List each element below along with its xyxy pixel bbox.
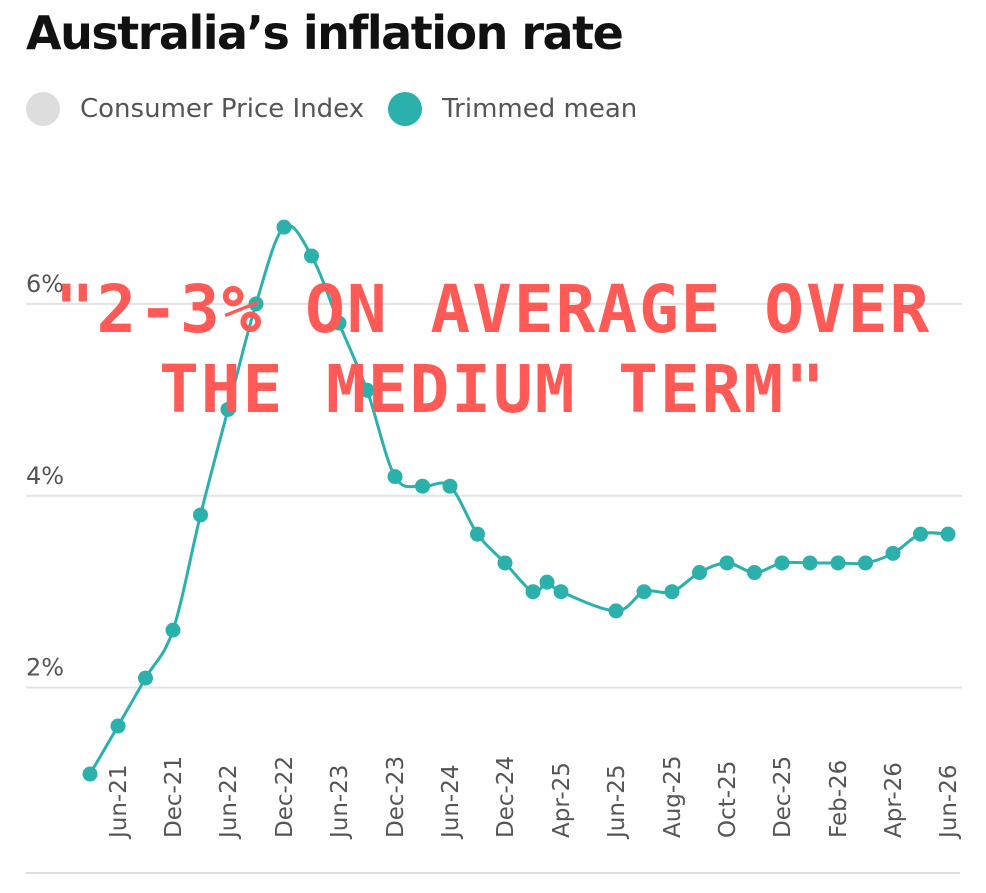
data-point-sep-24[interactable] <box>470 526 485 542</box>
data-point-jul-25[interactable] <box>636 584 652 600</box>
x-tick-label-aug-25: Aug-25 <box>660 756 686 838</box>
data-point-jun-23[interactable] <box>331 315 347 331</box>
data-point-mar-25[interactable] <box>539 574 555 590</box>
y-tick-label-4pct: 4% <box>26 462 64 490</box>
data-point-jan-26[interactable] <box>802 555 818 571</box>
data-point-dec-21[interactable] <box>165 622 181 638</box>
x-tick-label-jun-23: Jun-23 <box>327 764 353 840</box>
bottom-rule <box>26 872 960 874</box>
overlay-quote-line-1: "2-3% on average over <box>54 271 932 348</box>
gridlines <box>26 302 962 689</box>
data-point-oct-25[interactable] <box>719 555 735 571</box>
data-point-apr-26[interactable] <box>885 545 901 561</box>
data-point-jun-25[interactable] <box>608 603 624 619</box>
x-tick-label-dec-25: Dec-25 <box>770 756 796 838</box>
overlay-quote-line-2: the medium term" <box>159 351 827 428</box>
data-point-mar-23[interactable] <box>304 248 319 264</box>
x-tick-label-apr-25: Apr-25 <box>549 762 575 838</box>
data-point-sep-23[interactable] <box>359 382 375 398</box>
data-point-dec-23[interactable] <box>387 469 403 485</box>
legend: Consumer Price Index Trimmed mean <box>26 92 661 126</box>
x-tick-label-oct-25: Oct-25 <box>715 761 741 838</box>
data-point-mar-22[interactable] <box>193 507 208 523</box>
data-point-jun-26[interactable] <box>940 526 956 542</box>
data-point-dec-25[interactable] <box>774 555 790 571</box>
legend-item-trimmed-mean[interactable]: Trimmed mean <box>388 92 637 126</box>
x-tick-label-feb-26: Feb-26 <box>826 760 852 838</box>
data-point-dec-24[interactable] <box>497 555 513 571</box>
y-tick-label-2pct: 2% <box>26 654 64 682</box>
legend-label-trimmed-mean: Trimmed mean <box>442 94 638 124</box>
x-tick-label-jun-25: Jun-25 <box>604 764 630 840</box>
data-point-aug-25[interactable] <box>664 584 680 600</box>
x-tick-label-jun-22: Jun-22 <box>216 764 242 840</box>
data-point-apr-25[interactable] <box>553 584 569 600</box>
data-point-mar-26[interactable] <box>858 555 873 571</box>
data-point-sep-25[interactable] <box>692 565 707 581</box>
data-point-sep-22[interactable] <box>248 296 264 312</box>
data-point-may-26[interactable] <box>913 526 928 542</box>
x-tick-label-apr-26: Apr-26 <box>881 762 907 838</box>
data-points <box>82 219 956 782</box>
data-point-jun-22[interactable] <box>220 401 236 417</box>
data-point-jun-24[interactable] <box>442 478 458 494</box>
y-tick-label-6pct: 6% <box>26 270 64 298</box>
legend-item-cpi[interactable]: Consumer Price Index <box>26 92 364 126</box>
data-point-mar-24[interactable] <box>415 478 430 494</box>
x-axis-labels: Jun-21 Dec-21 Jun-22 Dec-22 Jun-23 Dec-23 Jun-… <box>106 756 962 840</box>
x-tick-label-dec-21: Dec-21 <box>161 756 187 838</box>
legend-label-cpi: Consumer Price Index <box>80 94 365 124</box>
legend-swatch-trimmed-mean <box>388 92 423 126</box>
data-point-feb-26[interactable] <box>830 555 846 571</box>
x-tick-label-dec-24: Dec-24 <box>493 756 519 838</box>
x-tick-label-jun-21: Jun-21 <box>106 764 132 840</box>
legend-swatch-cpi <box>26 92 60 126</box>
data-point-jun-21[interactable] <box>110 718 126 734</box>
chart-title: Australia’s inflation rate <box>26 6 624 60</box>
x-tick-label-jun-26: Jun-26 <box>936 764 962 840</box>
y-axis-labels: 2% 4% 6% <box>26 270 64 682</box>
x-tick-label-jun-24: Jun-24 <box>438 764 464 840</box>
data-point-nov-25[interactable] <box>747 565 762 581</box>
data-point-dec-22[interactable] <box>276 219 292 235</box>
x-tick-label-dec-23: Dec-23 <box>383 756 409 838</box>
data-point-sep-21[interactable] <box>138 670 153 686</box>
data-point-mar-21[interactable] <box>82 766 98 782</box>
x-tick-label-dec-22: Dec-22 <box>272 756 298 838</box>
data-point-feb-25[interactable] <box>525 584 541 600</box>
overlay-quote: "2-3% on average over the medium term" <box>0 270 986 430</box>
